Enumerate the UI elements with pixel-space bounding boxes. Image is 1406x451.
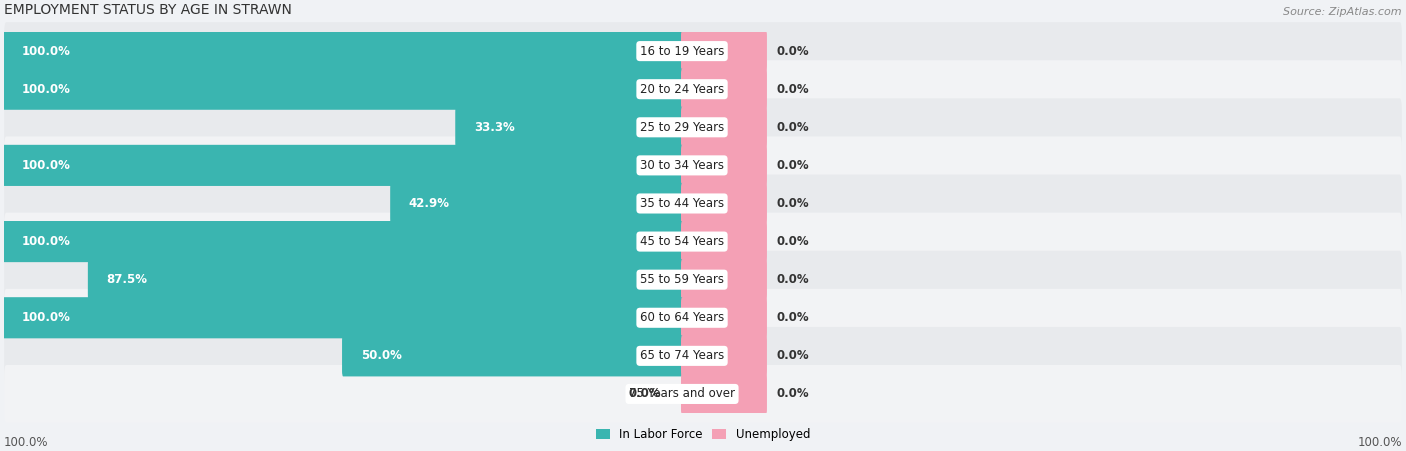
Text: Source: ZipAtlas.com: Source: ZipAtlas.com [1284, 7, 1402, 17]
FancyBboxPatch shape [3, 221, 683, 262]
FancyBboxPatch shape [4, 175, 1402, 232]
Text: 100.0%: 100.0% [21, 311, 70, 324]
FancyBboxPatch shape [4, 98, 1402, 156]
FancyBboxPatch shape [681, 221, 766, 262]
Text: 87.5%: 87.5% [107, 273, 148, 286]
Text: 0.0%: 0.0% [776, 235, 808, 248]
FancyBboxPatch shape [3, 145, 683, 186]
Text: 100.0%: 100.0% [21, 45, 70, 58]
Legend: In Labor Force, Unemployed: In Labor Force, Unemployed [596, 428, 810, 442]
Text: 20 to 24 Years: 20 to 24 Years [640, 83, 724, 96]
Text: 16 to 19 Years: 16 to 19 Years [640, 45, 724, 58]
FancyBboxPatch shape [87, 259, 683, 300]
FancyBboxPatch shape [4, 22, 1402, 80]
FancyBboxPatch shape [4, 327, 1402, 385]
FancyBboxPatch shape [681, 259, 766, 300]
FancyBboxPatch shape [681, 373, 766, 414]
Text: 25 to 29 Years: 25 to 29 Years [640, 121, 724, 134]
Text: 0.0%: 0.0% [776, 197, 808, 210]
FancyBboxPatch shape [681, 31, 766, 72]
FancyBboxPatch shape [3, 31, 683, 72]
FancyBboxPatch shape [681, 183, 766, 224]
FancyBboxPatch shape [4, 365, 1402, 423]
FancyBboxPatch shape [681, 69, 766, 110]
Text: 55 to 59 Years: 55 to 59 Years [640, 273, 724, 286]
FancyBboxPatch shape [681, 107, 766, 148]
FancyBboxPatch shape [681, 145, 766, 186]
FancyBboxPatch shape [391, 183, 683, 224]
FancyBboxPatch shape [4, 212, 1402, 271]
Text: 45 to 54 Years: 45 to 54 Years [640, 235, 724, 248]
Text: 65 to 74 Years: 65 to 74 Years [640, 350, 724, 362]
Text: 0.0%: 0.0% [776, 45, 808, 58]
Text: 0.0%: 0.0% [776, 121, 808, 134]
FancyBboxPatch shape [3, 297, 683, 338]
Text: 30 to 34 Years: 30 to 34 Years [640, 159, 724, 172]
FancyBboxPatch shape [681, 335, 766, 377]
FancyBboxPatch shape [342, 335, 683, 377]
Text: 0.0%: 0.0% [776, 83, 808, 96]
FancyBboxPatch shape [456, 107, 683, 148]
Text: 100.0%: 100.0% [21, 83, 70, 96]
Text: 75 Years and over: 75 Years and over [628, 387, 735, 400]
Text: 33.3%: 33.3% [474, 121, 515, 134]
Text: 0.0%: 0.0% [776, 159, 808, 172]
FancyBboxPatch shape [4, 137, 1402, 194]
FancyBboxPatch shape [4, 289, 1402, 347]
FancyBboxPatch shape [4, 60, 1402, 118]
Text: 0.0%: 0.0% [776, 311, 808, 324]
Text: 60 to 64 Years: 60 to 64 Years [640, 311, 724, 324]
Text: 35 to 44 Years: 35 to 44 Years [640, 197, 724, 210]
Text: 0.0%: 0.0% [776, 273, 808, 286]
Text: 42.9%: 42.9% [409, 197, 450, 210]
Text: 0.0%: 0.0% [776, 387, 808, 400]
FancyBboxPatch shape [4, 251, 1402, 308]
Text: 0.0%: 0.0% [776, 350, 808, 362]
Text: 100.0%: 100.0% [1357, 436, 1402, 449]
FancyBboxPatch shape [681, 297, 766, 338]
Text: 0.0%: 0.0% [628, 387, 661, 400]
Text: 100.0%: 100.0% [21, 235, 70, 248]
Text: 100.0%: 100.0% [21, 159, 70, 172]
Text: 100.0%: 100.0% [4, 436, 49, 449]
Text: EMPLOYMENT STATUS BY AGE IN STRAWN: EMPLOYMENT STATUS BY AGE IN STRAWN [4, 3, 292, 17]
Text: 50.0%: 50.0% [360, 350, 402, 362]
FancyBboxPatch shape [3, 69, 683, 110]
